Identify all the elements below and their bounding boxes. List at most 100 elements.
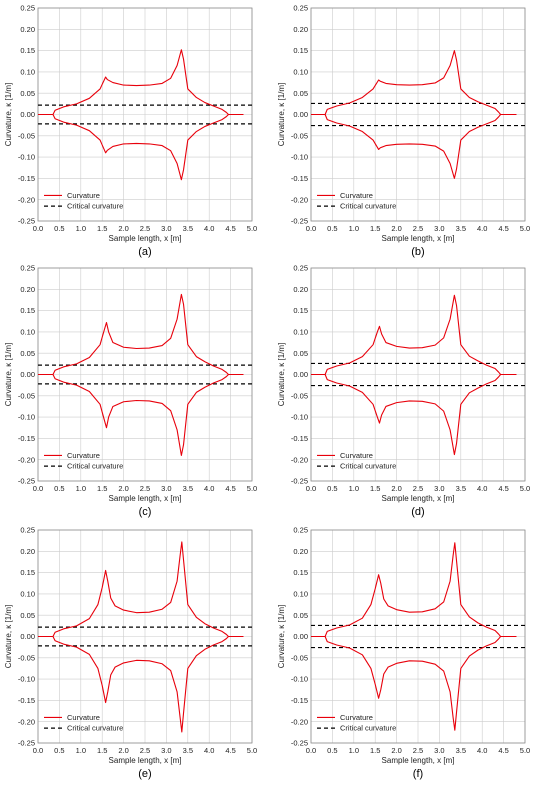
x-tick-label: 2.0: [391, 484, 401, 493]
grid: [310, 267, 526, 482]
x-tick-label: 2.5: [413, 746, 423, 755]
curvature-line-positive: [38, 293, 244, 376]
y-tick-label: -0.20: [18, 195, 35, 204]
y-tick-label: 0.25: [20, 526, 35, 535]
panel-label: (f): [413, 768, 423, 780]
x-tick-label: 1.0: [76, 224, 86, 233]
panel-label: (c): [139, 506, 152, 518]
curvature-line-positive: [38, 49, 244, 116]
y-tick-label: -0.25: [291, 217, 308, 226]
y-tick-label: -0.15: [18, 174, 35, 183]
chart-panel-1: 0.0 0.5 1.0 1.5 2.0 2.5 3.0 3.5 4.0 4.5 5.0 0.25 0.2…: [4, 4, 257, 258]
y-tick-label: -0.05: [291, 131, 308, 140]
chart-panel-2: 0.0 0.5 1.0 1.5 2.0 2.5 3.0 3.5 4.0 4.5 5.0 0.25 0.2…: [277, 4, 530, 258]
x-tick-label: 2.5: [413, 484, 423, 493]
y-tick-label: -0.15: [291, 434, 308, 443]
y-tick-label: 0.15: [20, 46, 35, 55]
x-tick-label: 1.5: [370, 224, 380, 233]
grid: [37, 267, 253, 482]
grid: [310, 529, 526, 744]
y-tick-label: 0.20: [293, 285, 308, 294]
chart-panel-6: 0.0 0.5 1.0 1.5 2.0 2.5 3.0 3.5 4.0 4.5 5.0 0.25 0.2…: [277, 526, 530, 780]
y-tick-label: 0.10: [20, 590, 35, 599]
curvature-line-negative: [311, 113, 517, 179]
x-axis-title: Sample length, x [m]: [382, 756, 455, 765]
chart-panel-4: 0.0 0.5 1.0 1.5 2.0 2.5 3.0 3.5 4.0 4.5 5.0 0.25 0.2…: [277, 264, 530, 518]
x-tick-label: 2.0: [118, 746, 128, 755]
y-tick-label: 0.25: [293, 4, 308, 13]
x-tick-label: 5.0: [247, 224, 257, 233]
y-tick-label: 0.00: [293, 110, 308, 119]
y-tick-label: -0.15: [18, 434, 35, 443]
y-tick-label: -0.05: [291, 653, 308, 662]
y-tick-label: 0.00: [293, 632, 308, 641]
legend-label-critical: Critical curvature: [67, 724, 123, 733]
grid: [37, 7, 253, 222]
y-axis-title: Curvature, κ [1/m]: [4, 605, 13, 669]
x-tick-label: 3.5: [456, 484, 466, 493]
x-tick-label: 3.5: [456, 224, 466, 233]
panel-label: (b): [411, 246, 424, 258]
y-tick-label: -0.10: [18, 675, 35, 684]
curvature-line-negative: [38, 373, 244, 456]
x-tick-label: 1.5: [370, 746, 380, 755]
x-tick-label: 2.5: [140, 746, 150, 755]
x-tick-label: 2.5: [413, 224, 423, 233]
y-tick-label: 0.05: [20, 349, 35, 358]
y-tick-label: 0.00: [293, 370, 308, 379]
curvature-line-positive: [311, 50, 517, 116]
legend-label-critical: Critical curvature: [67, 462, 123, 471]
y-tick-label: 0.15: [20, 568, 35, 577]
x-tick-label: 5.0: [247, 746, 257, 755]
y-tick-label: 0.15: [293, 306, 308, 315]
y-tick-label: -0.25: [18, 739, 35, 748]
x-tick-label: 4.0: [477, 484, 487, 493]
legend-label-curvature: Curvature: [340, 191, 373, 200]
legend-label-critical: Critical curvature: [340, 462, 396, 471]
y-tick-label: -0.10: [18, 413, 35, 422]
x-tick-label: 3.5: [183, 484, 193, 493]
y-tick-label: -0.15: [291, 174, 308, 183]
legend-label-critical: Critical curvature: [67, 202, 123, 211]
x-tick-label: 0.0: [306, 224, 316, 233]
x-tick-label: 5.0: [520, 224, 530, 233]
legend-label-curvature: Curvature: [67, 713, 100, 722]
y-tick-label: 0.10: [20, 328, 35, 337]
x-tick-label: 1.0: [76, 484, 86, 493]
x-tick-label: 3.0: [434, 746, 444, 755]
x-tick-label: 2.5: [140, 224, 150, 233]
curvature-line-positive: [311, 542, 517, 638]
x-tick-label: 0.5: [54, 484, 64, 493]
x-tick-label: 0.5: [54, 224, 64, 233]
x-tick-label: 3.0: [161, 224, 171, 233]
y-tick-label: -0.25: [18, 477, 35, 486]
x-tick-label: 1.0: [76, 746, 86, 755]
y-tick-label: 0.15: [293, 46, 308, 55]
x-tick-label: 1.0: [349, 484, 359, 493]
y-tick-label: 0.05: [293, 349, 308, 358]
curvature-line-negative: [38, 635, 244, 733]
y-axis-title: Curvature, κ [1/m]: [277, 343, 286, 407]
legend: Curvature Critical curvature: [44, 451, 123, 471]
legend-label-critical: Critical curvature: [340, 202, 396, 211]
curvature-line-negative: [311, 373, 517, 456]
x-tick-label: 3.5: [183, 224, 193, 233]
x-tick-label: 5.0: [520, 746, 530, 755]
y-tick-label: 0.10: [293, 590, 308, 599]
legend: Curvature Critical curvature: [44, 713, 123, 733]
panel-label: (a): [138, 246, 151, 258]
x-tick-label: 0.0: [33, 746, 43, 755]
y-tick-label: -0.10: [291, 675, 308, 684]
legend-label-curvature: Curvature: [340, 451, 373, 460]
x-tick-label: 1.0: [349, 746, 359, 755]
y-tick-label: -0.05: [18, 653, 35, 662]
y-tick-label: 0.25: [20, 264, 35, 273]
y-tick-label: 0.00: [20, 632, 35, 641]
x-axis-title: Sample length, x [m]: [109, 494, 182, 503]
x-tick-label: 4.5: [225, 484, 235, 493]
y-tick-label: 0.05: [20, 611, 35, 620]
y-tick-label: 0.20: [293, 25, 308, 34]
y-tick-label: -0.25: [291, 739, 308, 748]
y-tick-label: 0.15: [293, 568, 308, 577]
x-axis-title: Sample length, x [m]: [109, 234, 182, 243]
